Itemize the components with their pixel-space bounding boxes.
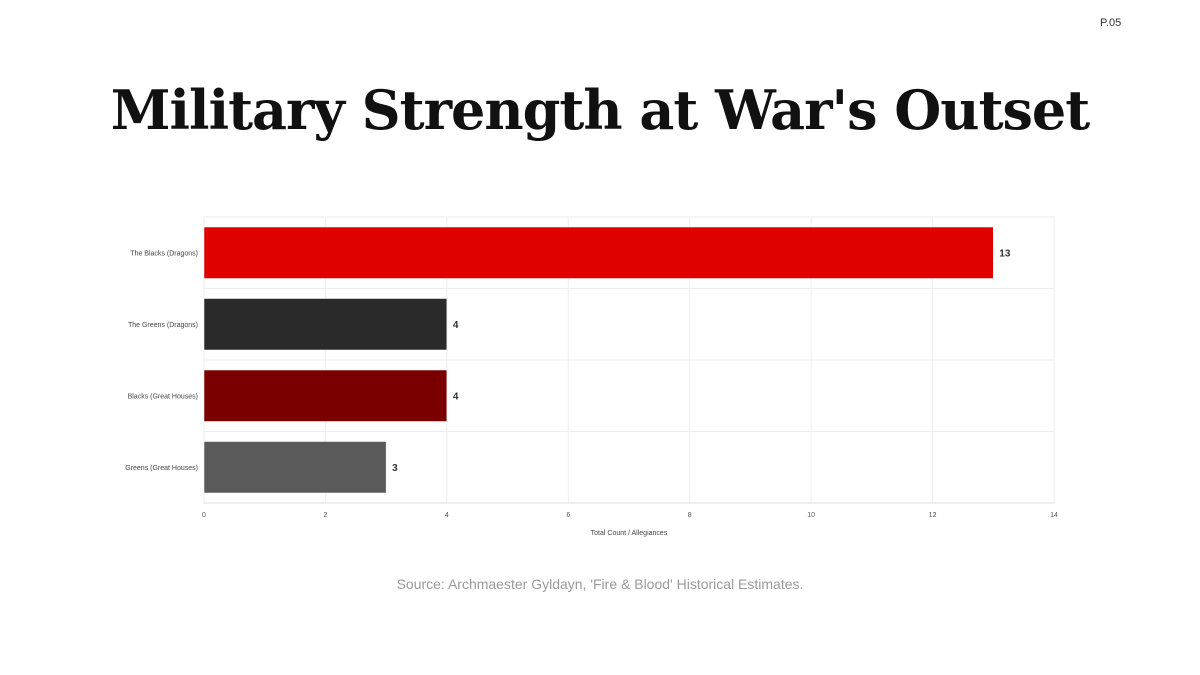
x-tick-label: 2 bbox=[323, 512, 327, 519]
category-label: Greens (Great Houses) bbox=[125, 465, 198, 472]
category-label: Blacks (Great Houses) bbox=[128, 393, 198, 400]
x-axis-label: Total Count / Allegiances bbox=[591, 530, 668, 537]
chart-bars bbox=[203, 226, 994, 494]
x-tick-label: 14 bbox=[1050, 512, 1058, 519]
bar-1 bbox=[203, 298, 448, 351]
x-tick-label: 0 bbox=[202, 512, 206, 519]
x-tick-label: 4 bbox=[445, 512, 449, 519]
bar-2 bbox=[203, 369, 448, 422]
x-tick-label: 8 bbox=[688, 512, 692, 519]
category-label: The Greens (Dragons) bbox=[128, 322, 198, 329]
data-label: 4 bbox=[453, 320, 459, 331]
data-label: 4 bbox=[453, 391, 459, 402]
bar-3 bbox=[203, 441, 387, 494]
data-label: 3 bbox=[392, 463, 398, 474]
slide-title: Military Strength at War's Outset bbox=[110, 78, 1090, 142]
x-tick-label: 12 bbox=[929, 512, 937, 519]
page-number: P.05 bbox=[1100, 17, 1122, 29]
x-tick-label: 10 bbox=[807, 512, 815, 519]
data-label: 13 bbox=[999, 248, 1011, 259]
source-note: Source: Archmaester Gyldayn, 'Fire & Blo… bbox=[396, 576, 804, 592]
bar-0 bbox=[203, 226, 994, 279]
category-label: The Blacks (Dragons) bbox=[130, 250, 198, 257]
chart-labels: 0 2 4 6 8 10 12 14 The Blacks (Dragons) 13 The Gre… bbox=[125, 248, 1058, 519]
x-tick-label: 6 bbox=[566, 512, 570, 519]
